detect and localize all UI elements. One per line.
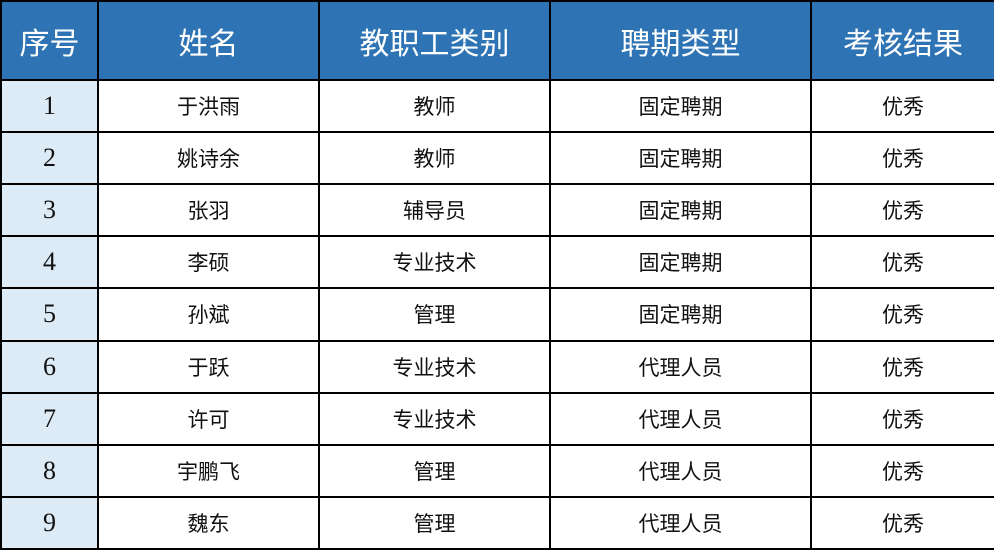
term-type-cell: 固定聘期 [549, 235, 812, 290]
index-cell: 8 [0, 443, 99, 498]
table-row: 8 宇鹏飞 管理 代理人员 优秀 [0, 443, 994, 498]
name-cell: 李硕 [97, 235, 320, 290]
result-cell: 优秀 [810, 235, 994, 290]
header-index: 序号 [0, 0, 99, 81]
table-row: 3 张羽 辅导员 固定聘期 优秀 [0, 183, 994, 238]
header-staff-category: 教职工类别 [318, 0, 551, 81]
term-type-cell: 固定聘期 [549, 78, 812, 134]
result-cell: 优秀 [810, 443, 994, 498]
term-type-cell: 代理人员 [549, 495, 812, 550]
name-cell: 宇鹏飞 [97, 443, 320, 498]
staff-category-cell: 管理 [318, 287, 551, 342]
staff-category-cell: 管理 [318, 443, 551, 498]
table-row: 5 孙斌 管理 固定聘期 优秀 [0, 287, 994, 342]
index-cell: 3 [0, 183, 99, 238]
name-cell: 姚诗余 [97, 131, 320, 186]
result-cell: 优秀 [810, 391, 994, 446]
index-cell: 6 [0, 339, 99, 394]
result-cell: 优秀 [810, 287, 994, 342]
name-cell: 孙斌 [97, 287, 320, 342]
staff-category-cell: 专业技术 [318, 391, 551, 446]
index-cell: 9 [0, 495, 99, 550]
staff-category-cell: 专业技术 [318, 339, 551, 394]
term-type-cell: 代理人员 [549, 443, 812, 498]
term-type-cell: 代理人员 [549, 391, 812, 446]
index-cell: 5 [0, 287, 99, 342]
name-cell: 张羽 [97, 183, 320, 238]
result-cell: 优秀 [810, 78, 994, 134]
index-cell: 7 [0, 391, 99, 446]
staff-category-cell: 辅导员 [318, 183, 551, 238]
table-row: 9 魏东 管理 代理人员 优秀 [0, 495, 994, 550]
term-type-cell: 固定聘期 [549, 131, 812, 186]
table-row: 6 于跃 专业技术 代理人员 优秀 [0, 339, 994, 394]
name-cell: 于跃 [97, 339, 320, 394]
table-row: 4 李硕 专业技术 固定聘期 优秀 [0, 235, 994, 290]
name-cell: 魏东 [97, 495, 320, 550]
staff-category-cell: 专业技术 [318, 235, 551, 290]
staff-category-cell: 管理 [318, 495, 551, 550]
name-cell: 于洪雨 [97, 78, 320, 134]
result-cell: 优秀 [810, 131, 994, 186]
table-row: 7 许可 专业技术 代理人员 优秀 [0, 391, 994, 446]
name-cell: 许可 [97, 391, 320, 446]
staff-category-cell: 教师 [318, 131, 551, 186]
result-cell: 优秀 [810, 495, 994, 550]
index-cell: 2 [0, 131, 99, 186]
index-cell: 1 [0, 78, 99, 134]
header-result: 考核结果 [810, 0, 994, 81]
header-name: 姓名 [97, 0, 320, 81]
term-type-cell: 固定聘期 [549, 287, 812, 342]
staff-category-cell: 教师 [318, 78, 551, 134]
term-type-cell: 代理人员 [549, 339, 812, 394]
table-row: 2 姚诗余 教师 固定聘期 优秀 [0, 131, 994, 186]
result-cell: 优秀 [810, 183, 994, 238]
result-cell: 优秀 [810, 339, 994, 394]
table-row: 1 于洪雨 教师 固定聘期 优秀 [0, 78, 994, 134]
header-term-type: 聘期类型 [549, 0, 812, 81]
term-type-cell: 固定聘期 [549, 183, 812, 238]
index-cell: 4 [0, 235, 99, 290]
header-row: 序号 姓名 教职工类别 聘期类型 考核结果 [0, 0, 994, 81]
